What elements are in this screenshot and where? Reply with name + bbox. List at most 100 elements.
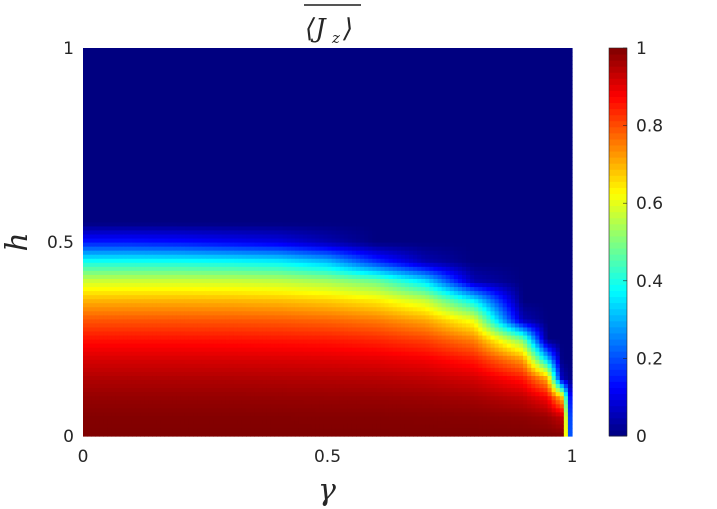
heatmap-cell bbox=[278, 233, 284, 239]
heatmap-cell bbox=[87, 48, 92, 53]
heatmap-cell bbox=[286, 242, 292, 247]
heatmap-cell bbox=[148, 88, 153, 94]
heatmap-cell bbox=[241, 343, 247, 348]
heatmap-cell bbox=[221, 270, 227, 275]
heatmap-cell bbox=[282, 161, 288, 166]
heatmap-cell bbox=[140, 213, 145, 219]
heatmap-cell bbox=[172, 411, 178, 417]
heatmap-cell bbox=[209, 339, 214, 344]
heatmap-cell bbox=[290, 177, 296, 182]
heatmap-cell bbox=[184, 185, 190, 191]
heatmap-cell bbox=[152, 120, 157, 126]
heatmap-cell bbox=[111, 270, 117, 275]
heatmap-cell bbox=[274, 96, 280, 102]
heatmap-cell bbox=[229, 250, 235, 255]
heatmap-cell bbox=[156, 193, 162, 199]
heatmap-cell bbox=[221, 411, 227, 417]
heatmap-cell bbox=[188, 339, 194, 344]
heatmap-cell bbox=[213, 88, 219, 94]
heatmap-cell bbox=[233, 181, 239, 187]
heatmap-cell bbox=[123, 145, 129, 150]
heatmap-cell bbox=[131, 407, 137, 413]
heatmap-cell bbox=[127, 181, 133, 187]
heatmap-cell bbox=[201, 132, 206, 138]
heatmap-cell bbox=[123, 217, 129, 223]
heatmap-cell bbox=[168, 140, 174, 146]
heatmap-cell bbox=[180, 209, 186, 215]
heatmap-cell bbox=[233, 419, 239, 425]
heatmap-cell bbox=[176, 419, 182, 425]
heatmap-cell bbox=[83, 177, 88, 182]
heatmap-cell bbox=[217, 294, 223, 300]
heatmap-cell bbox=[176, 298, 182, 304]
heatmap-cell bbox=[290, 302, 296, 308]
heatmap-cell bbox=[229, 355, 235, 360]
heatmap-cell bbox=[131, 355, 137, 360]
heatmap-cell bbox=[266, 427, 272, 433]
heatmap-cell bbox=[258, 80, 263, 85]
heatmap-cell bbox=[225, 314, 231, 320]
heatmap-cell bbox=[176, 411, 182, 417]
heatmap-cell bbox=[127, 387, 133, 393]
heatmap-cell bbox=[258, 209, 263, 215]
heatmap-cell bbox=[131, 387, 137, 393]
heatmap-cell bbox=[111, 132, 117, 138]
heatmap-cell bbox=[221, 278, 227, 284]
heatmap-cell bbox=[176, 270, 182, 275]
heatmap-cell bbox=[87, 112, 92, 118]
heatmap-cell bbox=[87, 124, 92, 130]
heatmap-cell bbox=[205, 205, 210, 211]
heatmap-cell bbox=[188, 225, 194, 231]
heatmap-cell bbox=[140, 153, 145, 158]
heatmap-cell bbox=[87, 221, 92, 227]
heatmap-cell bbox=[176, 209, 182, 215]
heatmap-cell bbox=[156, 217, 162, 223]
heatmap-cell bbox=[152, 391, 157, 397]
heatmap-cell bbox=[91, 254, 96, 259]
heatmap-cell bbox=[229, 221, 235, 227]
heatmap-cell bbox=[123, 112, 129, 118]
heatmap-cell bbox=[119, 108, 125, 114]
heatmap-cell bbox=[274, 347, 280, 352]
heatmap-cell bbox=[217, 157, 223, 162]
heatmap-cell bbox=[197, 213, 202, 219]
heatmap-cell bbox=[99, 306, 104, 312]
heatmap-cell bbox=[258, 189, 263, 195]
heatmap-cell bbox=[91, 387, 96, 393]
heatmap-cell bbox=[246, 363, 251, 368]
heatmap-cell bbox=[131, 112, 137, 118]
heatmap-cell bbox=[209, 310, 214, 316]
heatmap-cell bbox=[233, 266, 239, 271]
heatmap-cell bbox=[99, 262, 104, 267]
heatmap-cell bbox=[152, 363, 157, 368]
heatmap-cell bbox=[95, 282, 100, 288]
heatmap-cell bbox=[270, 310, 276, 316]
heatmap-cell bbox=[217, 302, 223, 308]
heatmap-cell bbox=[274, 431, 280, 437]
heatmap-cell bbox=[103, 250, 109, 255]
heatmap-cell bbox=[209, 330, 214, 336]
heatmap-cell bbox=[176, 431, 182, 437]
heatmap-cell bbox=[95, 153, 100, 158]
heatmap-cell bbox=[225, 209, 231, 215]
heatmap-cell bbox=[286, 177, 292, 182]
heatmap-cell bbox=[160, 72, 166, 77]
heatmap-cell bbox=[103, 306, 109, 312]
heatmap-cell bbox=[160, 145, 166, 150]
heatmap-cell bbox=[188, 116, 194, 122]
heatmap-cell bbox=[237, 282, 243, 288]
heatmap-cell bbox=[156, 298, 162, 304]
heatmap-cell bbox=[87, 339, 92, 344]
heatmap-cell bbox=[95, 124, 100, 130]
heatmap-cell bbox=[270, 427, 276, 433]
heatmap-cell bbox=[152, 140, 157, 146]
heatmap-cell bbox=[278, 351, 284, 356]
heatmap-cell bbox=[83, 189, 88, 195]
heatmap-cell bbox=[156, 314, 162, 320]
heatmap-cell bbox=[213, 298, 219, 304]
heatmap-cell bbox=[95, 140, 100, 146]
heatmap-cell bbox=[184, 371, 190, 376]
heatmap-cell bbox=[290, 185, 296, 191]
heatmap-cell bbox=[221, 136, 227, 142]
heatmap-cell bbox=[107, 80, 113, 85]
